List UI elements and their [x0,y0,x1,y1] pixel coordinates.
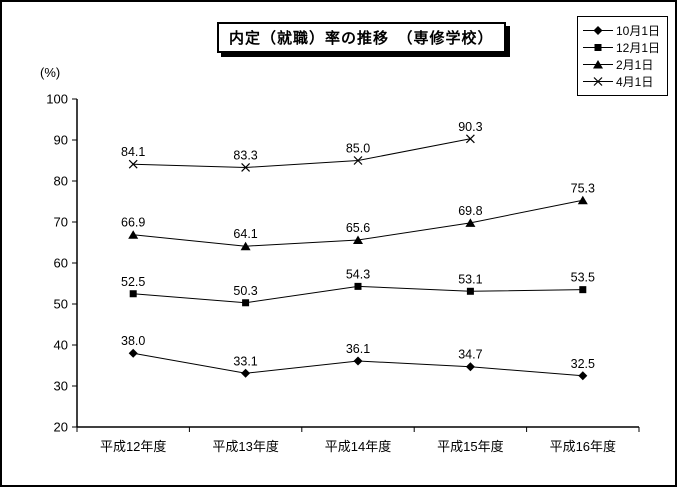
y-tick-label: 40 [54,338,68,353]
legend-item: 10月1日 [583,22,664,39]
x-marker-icon [128,159,138,169]
y-tick-label: 20 [54,420,68,435]
square-marker-icon [354,282,362,290]
legend-label: 12月1日 [616,41,661,55]
x-marker-icon [465,134,475,144]
triangle-marker-icon [353,235,363,245]
point-label: 36.1 [346,342,370,356]
legend-key [583,60,613,69]
point-label: 53.5 [571,271,595,285]
legend-key [583,77,613,86]
diamond-marker-icon [465,362,475,372]
point-label: 52.5 [121,275,145,289]
point-label: 38.0 [121,334,145,348]
point-label: 50.3 [233,284,257,298]
y-tick-label: 90 [54,133,68,148]
legend-label: 10月1日 [616,24,661,38]
square-marker-icon [129,290,137,298]
y-tick-label: 50 [54,297,68,312]
point-label: 75.3 [571,181,595,195]
point-label: 32.5 [571,357,595,371]
triangle-marker-icon [593,60,603,69]
legend-key [583,26,613,35]
y-tick-label: 70 [54,215,68,230]
diamond-marker-icon [578,371,588,381]
square-marker-icon [594,44,602,51]
x-category-label: 平成16年度 [550,439,616,454]
y-tick-label: 30 [54,379,68,394]
legend-item: 12月1日 [583,39,664,56]
square-marker-icon [579,286,587,294]
series-line-3 [133,138,471,168]
x-category-label: 平成14年度 [325,439,391,454]
point-label: 83.3 [233,148,257,162]
point-label: 90.3 [458,120,482,134]
square-marker-icon [466,287,474,295]
point-label: 84.1 [121,145,145,159]
legend-item: 4月1日 [583,73,664,90]
square-marker-icon [242,299,250,307]
triangle-marker-icon [465,218,476,227]
point-label: 33.1 [233,354,257,368]
y-axis-unit-label: (%) [40,65,61,80]
point-label: 85.0 [346,142,370,156]
point-label: 64.1 [233,227,257,241]
point-label: 66.9 [121,216,145,230]
x-category-label: 平成15年度 [437,439,503,454]
diamond-marker-icon [128,348,138,358]
diamond-marker-icon [593,26,603,35]
x-marker-icon [353,156,363,165]
x-marker-icon [593,77,603,86]
legend: 10月1日 12月1日 2月1日 4月1日 [577,16,668,96]
x-category-label: 平成12年度 [100,439,166,454]
diamond-marker-icon [241,368,251,378]
y-tick-label: 60 [54,256,68,271]
y-tick-label: 100 [46,92,68,107]
legend-item: 2月1日 [583,56,664,73]
point-label: 65.6 [346,221,370,235]
legend-label: 2月1日 [616,58,654,72]
chart-title: 内定（就職）率の推移 （専修学校） [217,22,506,53]
diamond-marker-icon [353,356,363,366]
point-label: 34.7 [458,348,482,362]
point-label: 53.1 [458,272,482,286]
legend-key [583,44,613,51]
triangle-marker-icon [128,230,139,239]
y-tick-label: 80 [54,174,68,189]
point-label: 54.3 [346,267,370,281]
x-marker-icon [241,163,251,172]
point-label: 69.8 [458,204,482,218]
triangle-marker-icon [577,195,588,205]
triangle-marker-icon [240,241,251,251]
x-category-label: 平成13年度 [212,439,278,454]
legend-label: 4月1日 [616,75,654,89]
